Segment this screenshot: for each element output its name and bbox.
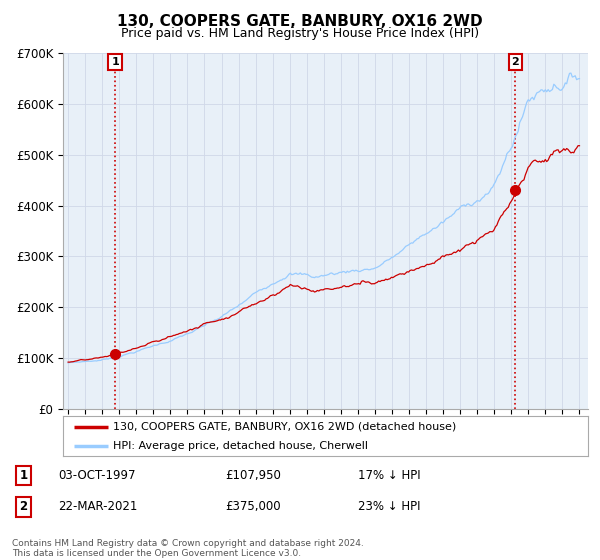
Text: 130, COOPERS GATE, BANBURY, OX16 2WD (detached house): 130, COOPERS GATE, BANBURY, OX16 2WD (de… [113, 422, 456, 432]
Text: 1: 1 [111, 57, 119, 67]
Text: HPI: Average price, detached house, Cherwell: HPI: Average price, detached house, Cher… [113, 441, 368, 451]
Text: Price paid vs. HM Land Registry's House Price Index (HPI): Price paid vs. HM Land Registry's House … [121, 27, 479, 40]
Text: £375,000: £375,000 [225, 500, 281, 514]
Text: 22-MAR-2021: 22-MAR-2021 [58, 500, 137, 514]
Text: 1: 1 [19, 469, 28, 482]
Text: 2: 2 [512, 57, 519, 67]
Text: Contains HM Land Registry data © Crown copyright and database right 2024.
This d: Contains HM Land Registry data © Crown c… [12, 539, 364, 558]
Text: £107,950: £107,950 [225, 469, 281, 482]
Text: 2: 2 [19, 500, 28, 514]
Text: 23% ↓ HPI: 23% ↓ HPI [358, 500, 420, 514]
Text: 03-OCT-1997: 03-OCT-1997 [58, 469, 136, 482]
Text: 17% ↓ HPI: 17% ↓ HPI [358, 469, 420, 482]
Text: 130, COOPERS GATE, BANBURY, OX16 2WD: 130, COOPERS GATE, BANBURY, OX16 2WD [117, 14, 483, 29]
